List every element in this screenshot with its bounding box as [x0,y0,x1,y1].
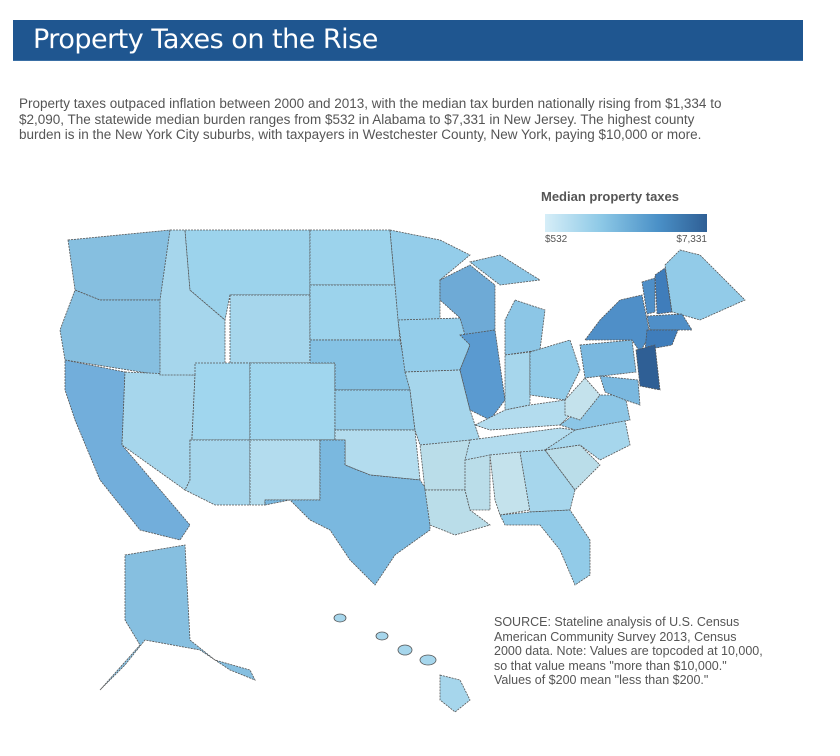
state-nm[interactable] [249,439,321,506]
legend-min-label: $532 [545,234,568,245]
state-or[interactable] [59,289,171,376]
state-hi-island[interactable] [419,654,437,666]
intro-text: Property taxes outpaced inflation betwee… [19,96,722,142]
state-ga[interactable] [519,449,576,513]
state-ms[interactable] [464,454,491,511]
state-vt[interactable] [641,277,656,315]
state-ia[interactable] [397,317,471,373]
legend-title: Median property taxes [541,189,679,204]
state-fl[interactable] [499,509,591,586]
state-hi-island[interactable] [397,644,413,656]
state-sc[interactable] [544,444,601,491]
state-mn[interactable] [389,229,471,321]
source-note: SOURCE: Stateline analysis of U.S. Censu… [494,615,763,687]
state-md[interactable] [599,375,641,406]
state-id[interactable] [159,229,226,376]
state-tx[interactable] [264,439,431,586]
state-nc[interactable] [544,419,631,461]
state-nj[interactable] [635,344,661,391]
state-wy[interactable] [229,294,311,364]
state-oh[interactable] [529,339,581,401]
state-al[interactable] [489,451,531,516]
page-title: Property Taxes on the Rise [33,24,378,55]
state-hi-island[interactable] [333,613,347,623]
state-ny[interactable] [584,294,651,353]
state-va[interactable] [559,394,631,431]
state-az[interactable] [184,439,251,506]
legend: Median property taxes $532 $7,331 [541,189,715,245]
state-wi[interactable] [439,264,496,336]
state-ne[interactable] [309,339,411,391]
state-me[interactable] [664,249,746,321]
state-mi[interactable] [469,254,542,286]
state-ky[interactable] [473,399,576,431]
legend-max-label: $7,331 [676,234,707,245]
state-in[interactable] [504,351,531,411]
state-ar[interactable] [419,439,471,491]
state-nd[interactable] [309,229,396,286]
state-pa[interactable] [579,339,637,379]
state-ct[interactable] [644,329,679,351]
state-ma[interactable] [646,313,693,331]
state-ks[interactable] [334,389,416,431]
state-hi-island[interactable] [375,631,389,641]
state-hi[interactable] [439,674,471,713]
state-nh[interactable] [654,267,673,315]
state-co[interactable] [249,362,336,441]
state-wa[interactable] [67,229,171,301]
state-ak[interactable] [99,544,256,691]
legend-gradient [545,214,707,232]
state-mi[interactable] [504,299,546,356]
title-banner: Property Taxes on the Rise [13,20,803,61]
state-il[interactable] [459,329,506,421]
state-sd[interactable] [309,284,401,341]
state-wv[interactable] [564,377,601,421]
